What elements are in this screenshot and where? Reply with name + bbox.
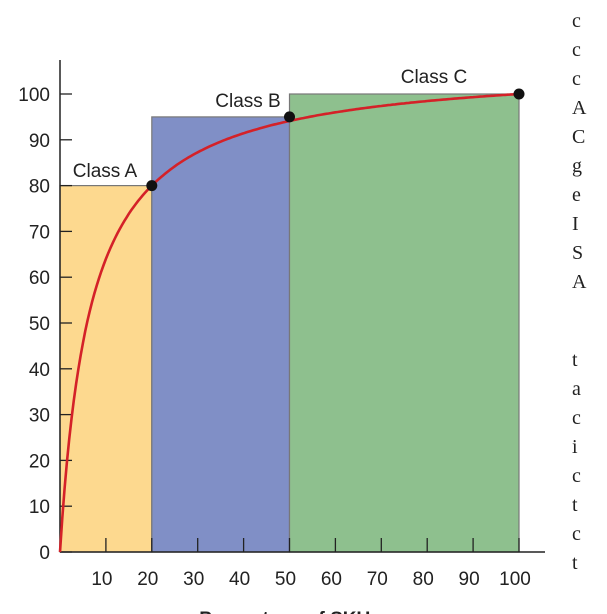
- page-text-fragment: A: [572, 271, 587, 293]
- bar-class-c: [288, 93, 520, 553]
- page-text-fragment: c: [572, 407, 581, 429]
- page-text-fragment: A: [572, 97, 587, 119]
- curve-point: [146, 180, 158, 192]
- page-text-fragment: g: [572, 155, 582, 177]
- bar-label: Class A: [73, 161, 138, 182]
- page-text-fragment: t: [572, 494, 578, 516]
- x-axis-label: Percentage of SKUs: [199, 609, 381, 614]
- bar-class-a: [59, 185, 153, 553]
- page-text-fragment: e: [572, 184, 581, 206]
- x-tick-label: 90: [459, 569, 480, 590]
- page-text-fragment: c: [572, 523, 581, 545]
- page-text-fragment: S: [572, 242, 584, 264]
- y-tick-label: 0: [39, 543, 50, 564]
- y-tick-label: 70: [29, 222, 50, 243]
- x-tick-label: 10: [91, 569, 112, 590]
- page-text-fragment: a: [572, 378, 581, 400]
- y-tick-label: 80: [29, 177, 50, 198]
- curve-point: [513, 88, 525, 100]
- bar-label: Class B: [215, 91, 280, 112]
- y-tick-label: 60: [29, 268, 50, 289]
- curve-point: [284, 111, 295, 123]
- page-text-fragment: i: [572, 436, 578, 458]
- bar-class-b: [151, 116, 291, 553]
- x-tick-label: 20: [137, 569, 158, 590]
- x-tick-label: 50: [275, 569, 296, 590]
- page-text-fragment: c: [572, 10, 581, 32]
- x-tick-label: 40: [229, 569, 250, 590]
- page-text-fragment: I: [572, 213, 579, 235]
- page-text-fragment: c: [572, 39, 581, 61]
- y-tick-label: 50: [29, 314, 50, 335]
- page-text-fragment: c: [572, 68, 581, 90]
- x-tick-label: 100: [499, 569, 531, 590]
- page-text-fragment: t: [572, 552, 578, 574]
- page-text-fragment: C: [572, 126, 586, 148]
- y-tick-label: 100: [18, 85, 50, 106]
- y-tick-label: 30: [29, 406, 50, 427]
- y-tick-label: 20: [29, 451, 50, 472]
- x-tick-label: 30: [183, 569, 204, 590]
- y-tick-label: 40: [29, 360, 50, 381]
- x-tick-label: 60: [321, 569, 342, 590]
- page-text-fragment: c: [572, 465, 581, 487]
- y-tick-label: 10: [29, 497, 50, 518]
- x-tick-label: 70: [367, 569, 388, 590]
- page-text-fragment: t: [572, 349, 578, 371]
- bar-label: Class C: [401, 67, 468, 88]
- y-tick-label: 90: [29, 131, 50, 152]
- x-tick-label: 80: [413, 569, 434, 590]
